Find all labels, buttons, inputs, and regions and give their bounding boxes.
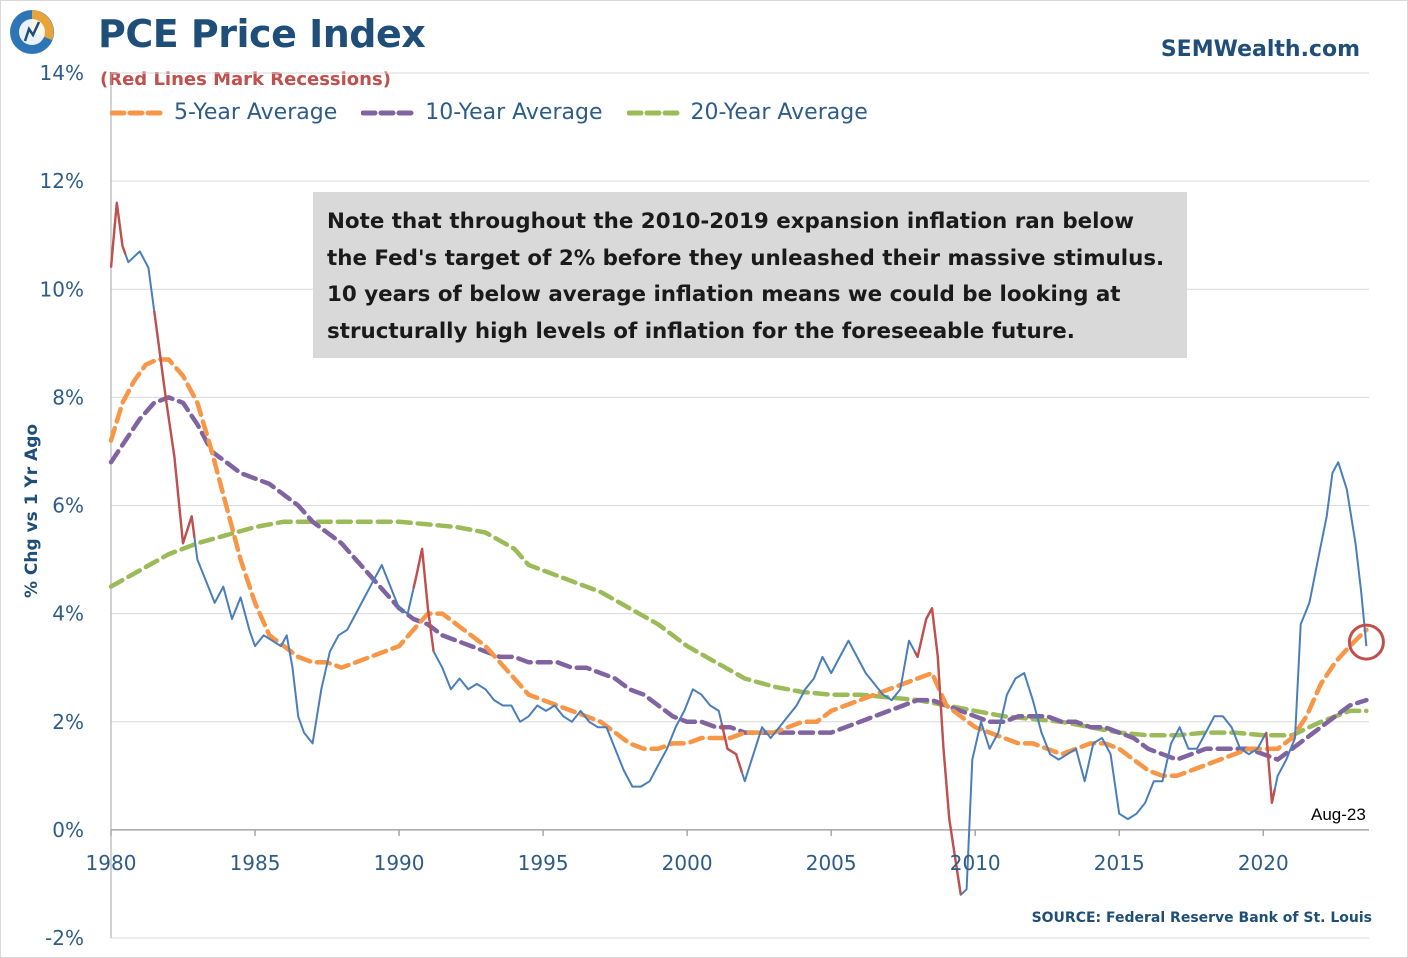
chart-subtitle: (Red Lines Mark Recessions) <box>100 69 391 90</box>
latest-point-circle <box>1347 623 1385 661</box>
series-lines <box>108 201 1369 896</box>
x-tick-label: 2015 <box>1094 851 1145 875</box>
x-tick-label: 2020 <box>1238 851 1289 875</box>
series-line-1 <box>108 357 1369 779</box>
brand-label: SEMWealth.com <box>1160 37 1360 62</box>
legend-label-5yr: 5-Year Average <box>174 100 338 125</box>
y-tick-label: 4% <box>52 602 84 626</box>
legend-swatch-20yr <box>626 110 685 115</box>
chart-title: PCE Price Index <box>98 12 426 56</box>
y-tick-label: -2% <box>45 926 84 950</box>
recession-segment <box>109 201 127 268</box>
y-tick-label: 6% <box>52 494 84 518</box>
legend-label-20yr: 20-Year Average <box>690 100 868 125</box>
annotation-note: Note that throughout the 2010-2019 expan… <box>313 192 1187 358</box>
legend-swatch-5yr <box>110 110 168 115</box>
x-tick-label: 2010 <box>950 851 1001 875</box>
legend-item-20yr: 20-Year Average <box>626 100 868 125</box>
semwealth-logo-icon <box>10 10 54 54</box>
y-tick-label: 8% <box>52 385 84 409</box>
legend-swatch-10yr <box>361 110 420 115</box>
x-tick-label: 2000 <box>662 851 713 875</box>
y-tick-label: 0% <box>52 818 84 842</box>
x-tick-label: 1985 <box>230 851 281 875</box>
y-axis-label: % Chg vs 1 Yr Ago <box>22 424 42 598</box>
x-tick-label: 2005 <box>806 851 857 875</box>
series-line-3 <box>108 519 1369 738</box>
legend-label-10yr: 10-Year Average <box>425 100 603 125</box>
y-tick-label: 14% <box>40 61 84 85</box>
y-tick-label: 10% <box>40 277 84 301</box>
x-tick-label: 1990 <box>374 851 425 875</box>
legend: 5-Year Average 10-Year Average 20-Year A… <box>110 100 868 125</box>
recession-segment <box>412 547 435 652</box>
series-line-2 <box>108 395 1369 762</box>
latest-point-label: Aug-23 <box>1311 805 1366 824</box>
legend-item-10yr: 10-Year Average <box>361 100 603 125</box>
recession-segment <box>913 607 962 895</box>
y-tick-label: 12% <box>40 169 84 193</box>
x-tick-label: 1995 <box>518 851 569 875</box>
source-label: SOURCE: Federal Reserve Bank of St. Loui… <box>1031 910 1372 926</box>
legend-item-5yr: 5-Year Average <box>110 100 337 125</box>
recession-segment <box>153 310 196 545</box>
x-tick-label: 1980 <box>86 851 137 875</box>
recession-segment <box>720 723 744 773</box>
y-tick-label: 2% <box>52 710 84 734</box>
recession-segment <box>1265 732 1276 804</box>
tick-labels: -2% 0% 2% 4% 6% 8% 10% 12% 14% 1980 1985 1990 1995 20… <box>40 61 1289 950</box>
axes <box>110 73 1369 938</box>
